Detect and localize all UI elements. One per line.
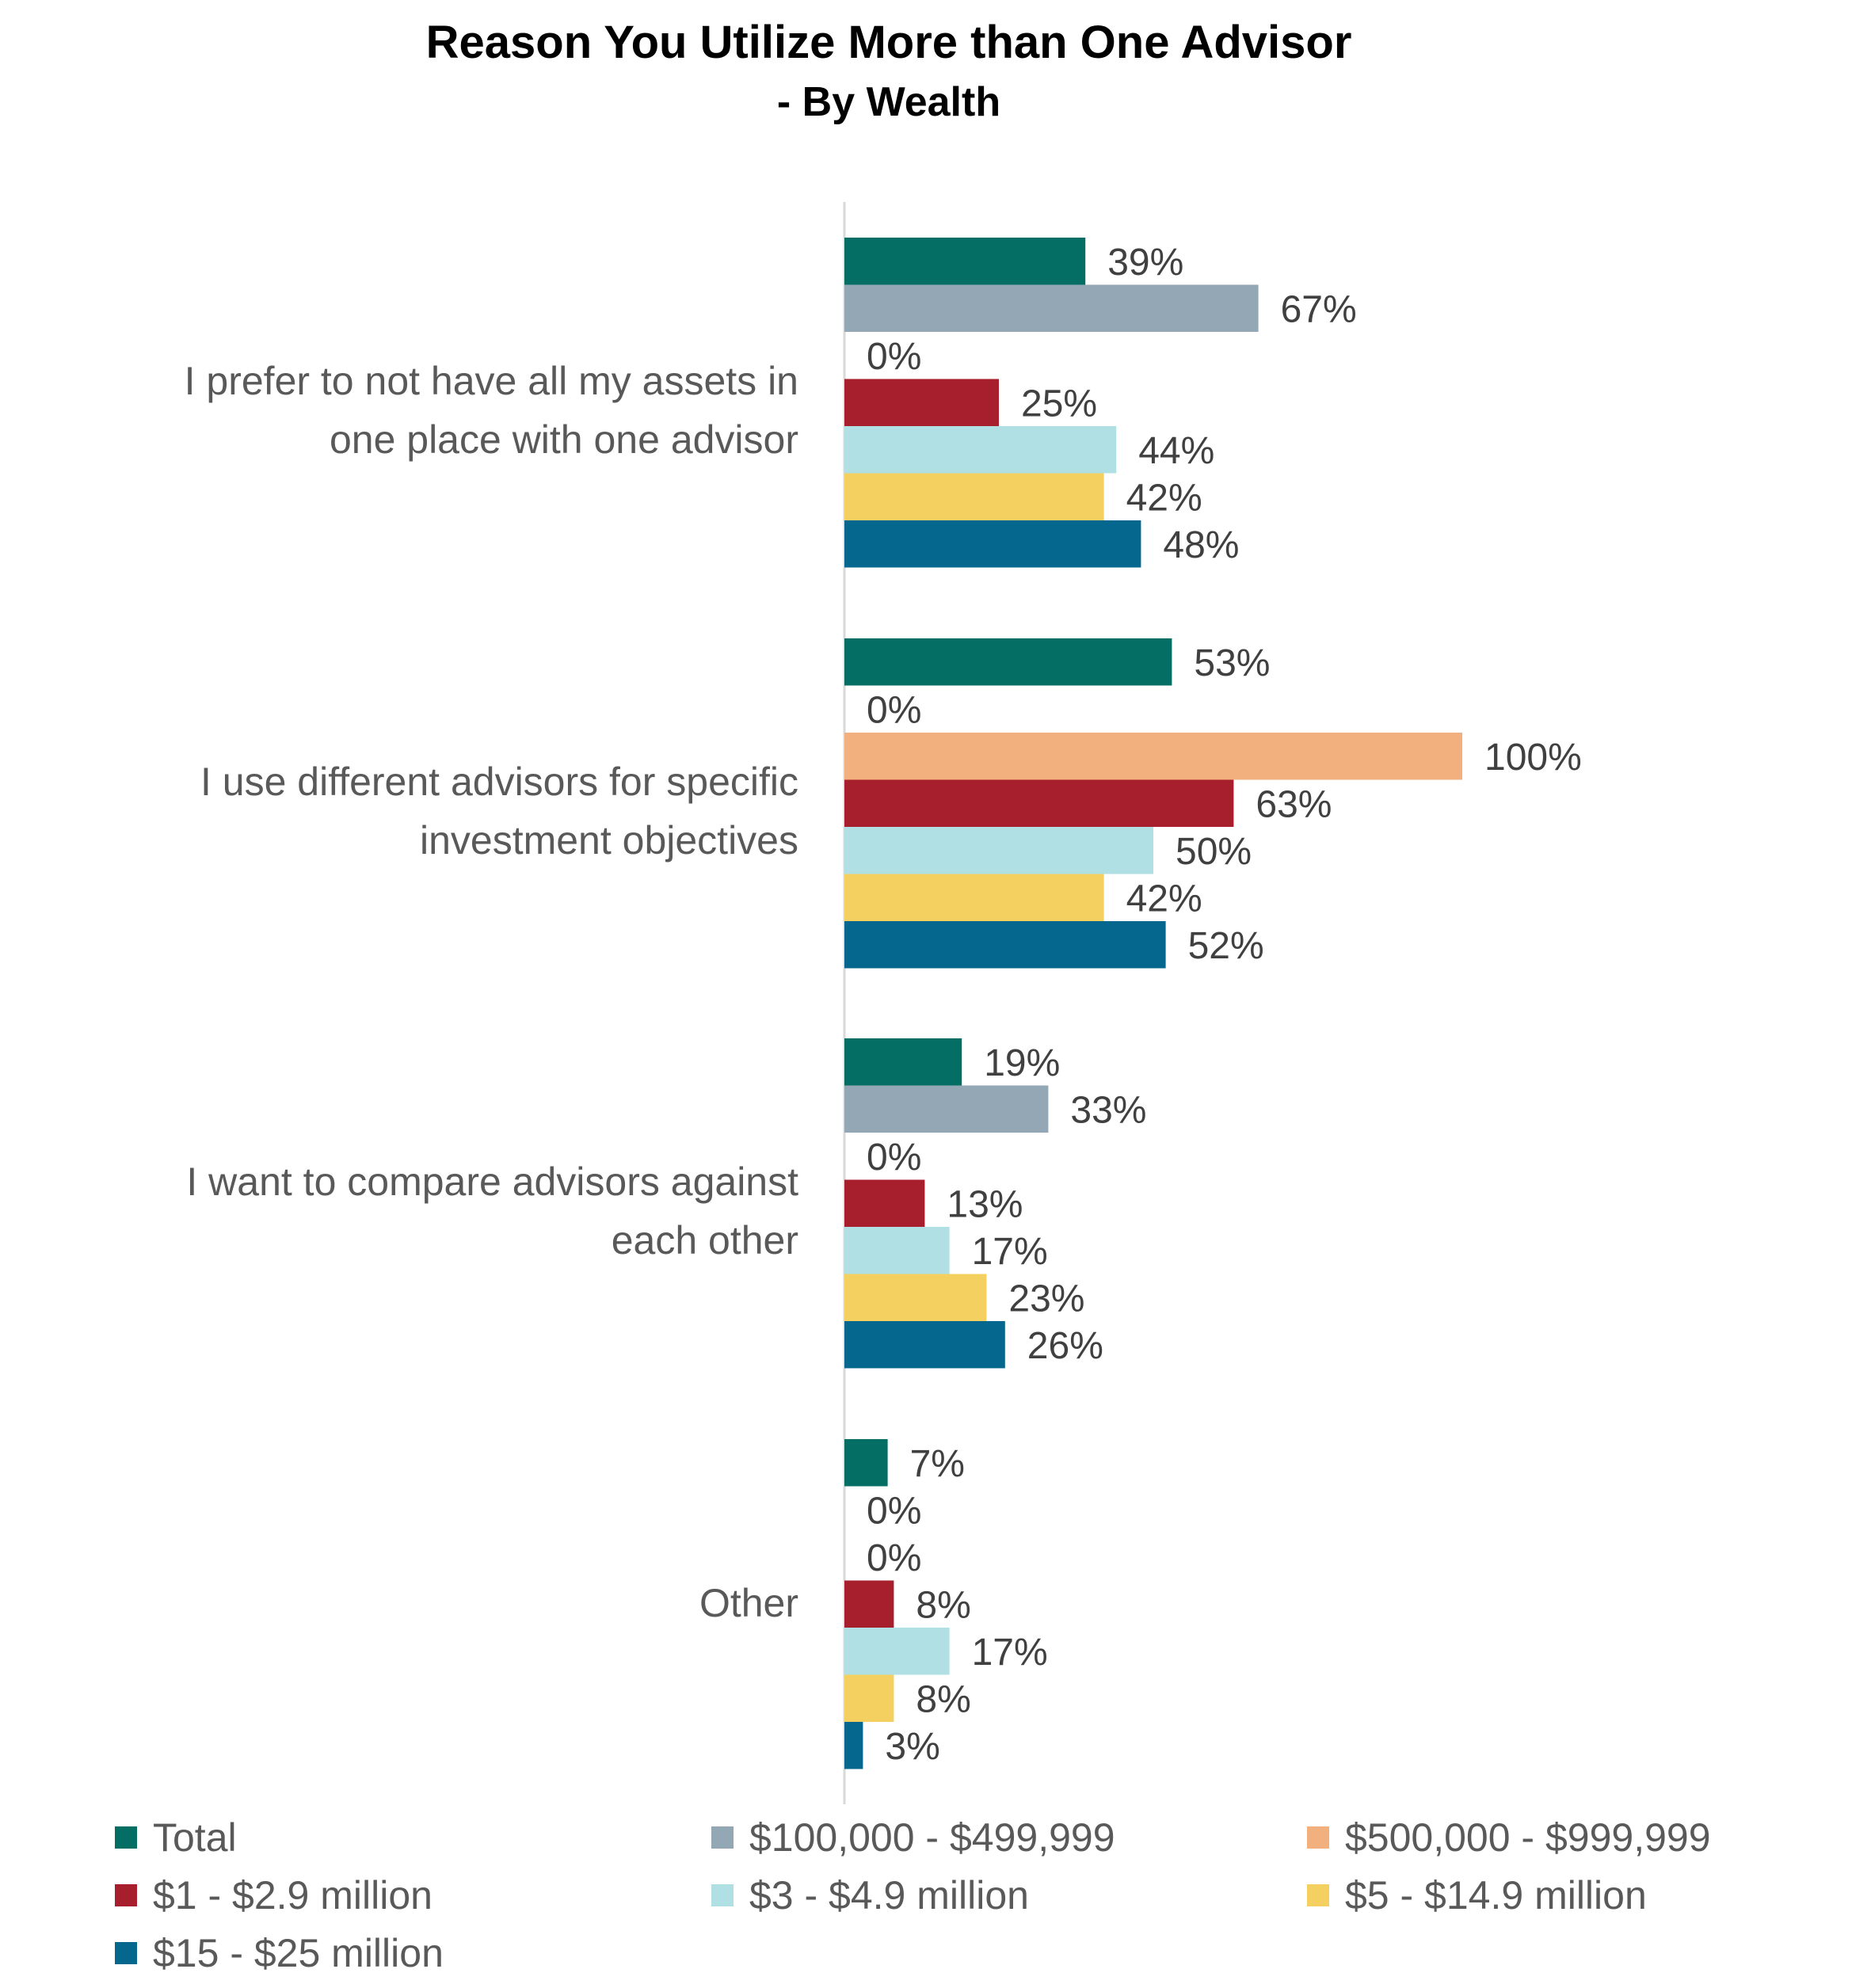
bar-c2-s3 (844, 1179, 925, 1227)
bar-c3-s3 (844, 1580, 894, 1628)
data-label-c2-s4: 17% (972, 1231, 1048, 1273)
category-label-2-line-1: each other (612, 1218, 798, 1262)
category-labels: I prefer to not have all my assets in one… (185, 359, 798, 1625)
bar-c1-s0 (844, 638, 1172, 686)
data-label-c1-s4: 50% (1176, 831, 1252, 873)
data-label-c0-s3: 25% (1021, 383, 1097, 425)
data-label-c2-s5: 23% (1008, 1278, 1084, 1320)
bar-c0-s5 (844, 473, 1104, 520)
chart-subtitle: - By Wealth (777, 79, 1000, 125)
legend-label-5: $5 - $14.9 million (1345, 1873, 1647, 1918)
legend-label-2: $500,000 - $999,999 (1345, 1815, 1711, 1860)
legend-label-3: $1 - $2.9 million (153, 1873, 433, 1918)
data-label-c3-s4: 17% (972, 1632, 1048, 1674)
data-label-c3-s1: 0% (867, 1490, 921, 1532)
data-label-c2-s2: 0% (867, 1137, 921, 1179)
bar-c2-s1 (844, 1085, 1049, 1133)
bar-c3-s4 (844, 1628, 950, 1675)
category-label-0-line-0: I prefer to not have all my assets in (185, 359, 798, 403)
bar-c0-s6 (844, 520, 1141, 568)
bar-c0-s0 (844, 238, 1086, 285)
bar-c1-s6 (844, 921, 1166, 969)
data-label-c0-s6: 48% (1163, 524, 1239, 566)
data-label-c3-s2: 0% (867, 1537, 921, 1579)
legend-swatch-2 (1307, 1826, 1329, 1849)
legend-label-4: $3 - $4.9 million (749, 1873, 1029, 1918)
data-label-c3-s6: 3% (885, 1726, 939, 1768)
bar-c3-s6 (844, 1722, 863, 1769)
data-label-c1-s1: 0% (867, 689, 921, 731)
legend-label-1: $100,000 - $499,999 (749, 1815, 1115, 1860)
legend-label-6: $15 - $25 million (153, 1931, 444, 1975)
bar-c3-s0 (844, 1439, 888, 1487)
data-label-c2-s1: 33% (1070, 1089, 1146, 1131)
data-label-c2-s3: 13% (947, 1183, 1023, 1225)
bar-c1-s3 (844, 779, 1234, 827)
data-label-c3-s0: 7% (910, 1443, 965, 1485)
data-label-c0-s5: 42% (1126, 477, 1202, 519)
bar-c2-s4 (844, 1227, 950, 1274)
data-label-c3-s3: 8% (916, 1584, 970, 1626)
data-label-c0-s4: 44% (1138, 430, 1214, 472)
data-label-c2-s0: 19% (984, 1042, 1060, 1084)
bar-c2-s6 (844, 1321, 1005, 1369)
legend-swatch-4 (711, 1884, 734, 1906)
bar-c0-s1 (844, 284, 1259, 332)
legend: Total $100,000 - $499,999 $500,000 - $999,… (115, 1815, 1711, 1975)
category-label-0-line-1: one place with one advisor (330, 417, 798, 462)
legend-swatch-3 (115, 1884, 137, 1906)
chart-title: Reason You Utilize More than One Advisor (426, 17, 1352, 68)
bar-c0-s4 (844, 426, 1117, 474)
legend-label-0: Total (153, 1815, 237, 1860)
category-label-3-line-0: Other (699, 1581, 798, 1625)
legend-swatch-0 (115, 1826, 137, 1849)
data-label-c1-s0: 53% (1194, 642, 1270, 684)
category-label-1-line-0: I use different advisors for specific (200, 760, 798, 804)
bar-c1-s5 (844, 874, 1104, 921)
bars-layer: 39% 67% 0% 25% 44% 42% 48% 53% 0% 100% 63%50% 42% 52… (844, 238, 1582, 1769)
bar-c2-s0 (844, 1038, 962, 1086)
legend-swatch-1 (711, 1826, 734, 1849)
category-label-2-line-0: I want to compare advisors against (186, 1160, 798, 1204)
data-label-c1-s3: 63% (1256, 783, 1332, 825)
data-label-c0-s2: 0% (867, 336, 921, 378)
data-label-c3-s5: 8% (916, 1678, 970, 1720)
data-label-c1-s6: 52% (1188, 925, 1264, 967)
bar-c1-s2 (844, 733, 1462, 780)
legend-swatch-5 (1307, 1884, 1329, 1906)
data-label-c0-s0: 39% (1107, 242, 1183, 284)
legend-swatch-6 (115, 1942, 137, 1964)
data-label-c1-s5: 42% (1126, 878, 1202, 920)
data-label-c0-s1: 67% (1281, 288, 1357, 330)
data-label-c1-s2: 100% (1484, 737, 1582, 779)
bar-c3-s5 (844, 1674, 894, 1722)
bar-c1-s4 (844, 827, 1153, 874)
category-label-1-line-1: investment objectives (420, 818, 798, 863)
bar-c2-s5 (844, 1274, 987, 1321)
bar-c0-s3 (844, 379, 999, 426)
data-label-c2-s6: 26% (1027, 1325, 1103, 1367)
